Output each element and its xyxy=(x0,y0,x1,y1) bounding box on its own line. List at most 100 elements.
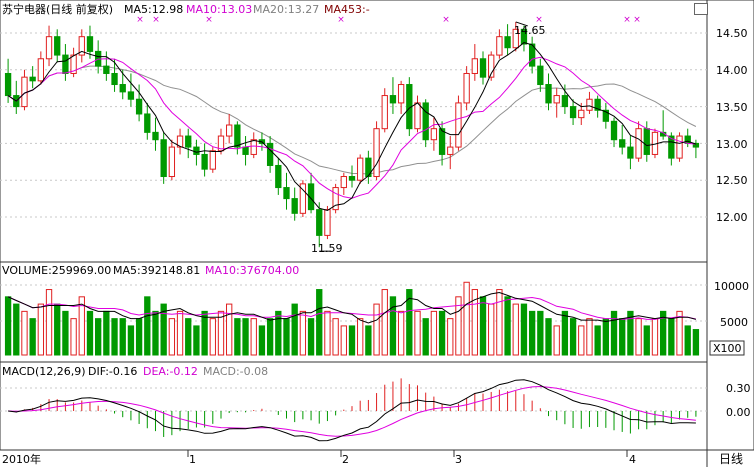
volume-bar xyxy=(226,303,233,356)
volume-bar xyxy=(438,310,446,356)
price-tick: 13.00 xyxy=(716,138,748,151)
candlestick xyxy=(373,128,380,178)
volume-bar xyxy=(520,303,528,356)
candlestick xyxy=(430,128,438,141)
volume-bar xyxy=(316,289,323,356)
event-marker: × xyxy=(535,15,543,25)
candlestick xyxy=(168,146,176,178)
maximize-icon[interactable] xyxy=(694,3,708,15)
volume-bar xyxy=(357,318,364,356)
volume-bar xyxy=(373,303,380,356)
volume-bar xyxy=(111,318,118,356)
volume-bar xyxy=(13,303,20,356)
volume-bar xyxy=(291,303,298,356)
price-tick: 13.50 xyxy=(716,101,748,114)
candlestick xyxy=(111,72,118,86)
volume-bar xyxy=(307,318,315,356)
volume-bar xyxy=(45,289,53,356)
volume-bar xyxy=(471,289,478,356)
candlestick xyxy=(479,58,487,78)
candlestick xyxy=(463,72,470,104)
volume-bar xyxy=(201,310,208,356)
price-tick: 12.50 xyxy=(716,174,748,187)
volume-bar xyxy=(217,310,225,356)
volume-bar xyxy=(512,303,519,356)
candlestick xyxy=(37,58,45,82)
candlestick xyxy=(135,98,143,115)
volume-bar xyxy=(299,310,307,356)
high-arrow xyxy=(515,21,528,27)
volume-bar xyxy=(684,325,691,356)
volume-bar xyxy=(78,296,85,356)
candlestick xyxy=(54,36,61,56)
candlestick xyxy=(185,135,192,148)
volume-unit-box[interactable] xyxy=(709,340,745,356)
volume-bar xyxy=(504,296,511,356)
candlestick xyxy=(447,146,454,155)
volume-bar xyxy=(324,310,331,356)
volume-bar xyxy=(397,310,405,356)
candlestick xyxy=(307,183,315,211)
candlestick xyxy=(455,102,462,148)
volume-bar xyxy=(586,318,593,356)
volume-bar xyxy=(594,325,601,356)
period-button[interactable]: 日线 xyxy=(719,452,743,466)
volume-bar xyxy=(258,325,266,356)
time-label: 2 xyxy=(342,453,349,466)
candlestick xyxy=(266,142,274,166)
volume-bar xyxy=(176,310,184,356)
volume-bar xyxy=(70,318,77,356)
candlestick xyxy=(561,95,569,108)
candlestick xyxy=(217,135,225,152)
volume-bar xyxy=(29,318,36,356)
low-annotation: 11.59 xyxy=(311,242,343,255)
dea-line xyxy=(8,385,696,437)
volume-bar xyxy=(21,310,28,356)
event-marker: × xyxy=(623,15,631,25)
volume-bar xyxy=(135,318,143,356)
candlestick xyxy=(45,36,53,60)
candlestick xyxy=(201,153,208,170)
candlestick xyxy=(668,135,675,159)
candlestick xyxy=(692,142,700,148)
candlestick xyxy=(103,65,110,74)
volume-bar xyxy=(95,318,102,356)
macd-lines xyxy=(8,379,696,442)
ma453-label: MA453:- xyxy=(324,3,370,16)
ma5-label: MA5:12.98 xyxy=(124,3,183,16)
candlestick xyxy=(160,139,167,178)
event-marker: × xyxy=(205,15,213,25)
candlestick xyxy=(488,54,495,78)
candlestick xyxy=(512,28,519,49)
event-marker: × xyxy=(136,15,144,25)
volume-bar xyxy=(635,318,642,356)
volume-ma10-line xyxy=(7,296,697,320)
volume-bar xyxy=(676,310,683,356)
candlestick xyxy=(520,28,528,45)
candlestick xyxy=(209,150,216,170)
macd-label: MACD(12,26,9) xyxy=(2,365,86,378)
candlestick xyxy=(348,176,356,181)
volume-bar xyxy=(610,310,618,356)
candlestick xyxy=(127,91,135,100)
volume-bar xyxy=(545,318,552,356)
candlestick xyxy=(528,43,536,67)
event-marker: × xyxy=(442,15,450,25)
dif-label: DIF:-0.16 xyxy=(88,365,137,378)
volume-bar xyxy=(430,310,438,356)
volume-bar xyxy=(160,303,167,356)
candlestick xyxy=(283,187,290,200)
stock-title: 苏宁电器(日线 前复权) xyxy=(2,2,113,16)
volume-bar xyxy=(463,281,470,356)
volume-bar xyxy=(381,289,388,356)
candlestick xyxy=(357,157,364,181)
grid-lines xyxy=(0,32,707,457)
candlestick xyxy=(275,164,282,189)
candlestick xyxy=(504,36,511,49)
volume-bar xyxy=(643,325,650,356)
candlestick xyxy=(545,84,552,104)
candlestick xyxy=(29,76,36,82)
candlestick xyxy=(291,198,298,214)
volume-unit: X100 xyxy=(713,342,742,355)
volume-bar xyxy=(275,310,282,356)
